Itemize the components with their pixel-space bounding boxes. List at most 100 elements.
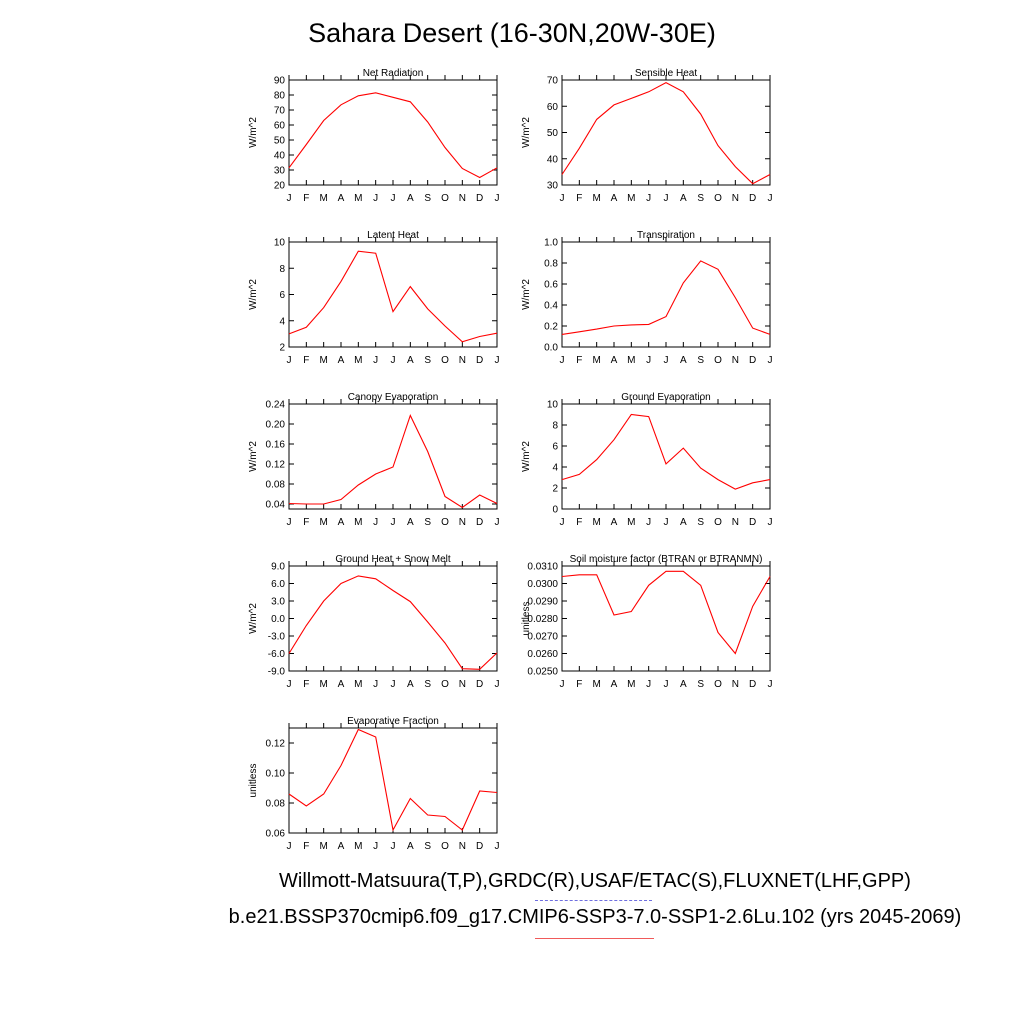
panel-title: Net Radiation — [363, 68, 424, 79]
x-tick-label: J — [560, 679, 565, 690]
x-tick-label: F — [303, 679, 309, 690]
x-tick-label: S — [424, 517, 431, 528]
plot-frame — [288, 79, 498, 186]
x-tick-label: N — [459, 679, 466, 690]
y-tick-label: -3.0 — [268, 632, 286, 643]
y-axis-label: W/m^2 — [248, 279, 259, 310]
panel-8: Soil moisture factor (BTRAN or BTRANMN) u… — [521, 554, 773, 690]
y-tick-label: 0.2 — [544, 322, 558, 333]
x-tick-label: J — [560, 517, 565, 528]
x-tick-label: M — [592, 355, 600, 366]
x-tick-label: N — [732, 355, 739, 366]
y-tick-label: 0.12 — [266, 739, 286, 750]
x-tick-label: O — [714, 679, 722, 690]
panel-title: Latent Heat — [367, 230, 419, 241]
x-tick-label: D — [749, 355, 756, 366]
x-tick-label: S — [697, 193, 704, 204]
x-tick-label: J — [495, 841, 500, 852]
y-tick-label: 0.12 — [266, 460, 286, 471]
y-tick-label: 8 — [552, 421, 558, 432]
y-tick-label: 4 — [552, 463, 558, 474]
y-tick-label: 0.0290 — [527, 597, 558, 608]
x-tick-label: A — [680, 355, 687, 366]
x-tick-label: M — [627, 679, 635, 690]
x-tick-label: M — [354, 517, 362, 528]
panel-title: Evaporative Fraction — [347, 716, 439, 727]
x-tick-label: N — [732, 193, 739, 204]
y-tick-label: 0.04 — [266, 500, 286, 511]
x-tick-label: O — [714, 355, 722, 366]
x-tick-label: D — [749, 517, 756, 528]
y-tick-label: 0.0 — [271, 614, 285, 625]
x-tick-label: J — [373, 841, 378, 852]
plot-frame — [288, 403, 498, 510]
x-tick-label: M — [354, 841, 362, 852]
x-tick-label: A — [611, 679, 618, 690]
x-tick-label: F — [576, 679, 582, 690]
y-axis-label: unitless — [521, 602, 532, 636]
x-tick-label: D — [749, 679, 756, 690]
y-tick-label: 6 — [279, 290, 285, 301]
x-tick-label: J — [373, 193, 378, 204]
x-tick-label: S — [424, 193, 431, 204]
x-tick-label: A — [680, 517, 687, 528]
y-tick-label: 3.0 — [271, 597, 285, 608]
y-tick-label: 60 — [547, 102, 559, 113]
x-tick-label: A — [338, 679, 345, 690]
x-tick-label: J — [768, 517, 773, 528]
y-tick-label: 0.10 — [266, 769, 286, 780]
y-tick-label: 0.08 — [266, 480, 286, 491]
series-line — [561, 81, 771, 185]
x-tick-label: J — [373, 517, 378, 528]
x-tick-label: A — [338, 193, 345, 204]
panel-title: Soil moisture factor (BTRAN or BTRANMN) — [570, 554, 763, 565]
x-tick-label: M — [592, 517, 600, 528]
y-axis-label: W/m^2 — [248, 603, 259, 634]
x-tick-label: J — [664, 193, 669, 204]
plot-frame — [561, 403, 771, 510]
y-tick-label: 50 — [274, 136, 286, 147]
x-tick-label: J — [646, 193, 651, 204]
x-tick-label: A — [611, 355, 618, 366]
y-tick-label: 50 — [547, 128, 559, 139]
x-tick-label: A — [338, 841, 345, 852]
y-axis-label: W/m^2 — [521, 117, 532, 148]
x-tick-label: N — [459, 193, 466, 204]
panel-title: Ground Heat + Snow Melt — [335, 554, 451, 565]
y-tick-label: 9.0 — [271, 562, 285, 573]
series-line — [288, 575, 498, 670]
y-tick-label: -6.0 — [268, 649, 286, 660]
x-tick-label: J — [664, 517, 669, 528]
x-tick-label: O — [441, 193, 449, 204]
x-tick-label: S — [424, 355, 431, 366]
x-tick-label: D — [476, 193, 483, 204]
x-tick-label: S — [424, 841, 431, 852]
y-tick-label: 0 — [552, 505, 558, 516]
x-tick-label: F — [576, 517, 582, 528]
y-axis-label: W/m^2 — [248, 117, 259, 148]
y-axis-label: unitless — [248, 764, 259, 798]
x-tick-label: J — [391, 841, 396, 852]
series-line — [288, 250, 498, 343]
y-tick-label: 1.0 — [544, 238, 558, 249]
x-tick-label: M — [319, 517, 327, 528]
x-tick-label: J — [287, 679, 292, 690]
y-tick-label: 0.0280 — [527, 614, 558, 625]
x-tick-label: M — [354, 679, 362, 690]
x-tick-label: J — [495, 193, 500, 204]
figure-title: Sahara Desert (16-30N,20W-30E) — [308, 18, 716, 48]
x-tick-label: J — [287, 841, 292, 852]
panel-title: Transpiration — [637, 230, 695, 241]
x-tick-label: M — [627, 193, 635, 204]
y-tick-label: 6 — [552, 442, 558, 453]
y-tick-label: 0.0 — [544, 343, 558, 354]
series-line — [288, 92, 498, 179]
series-line — [561, 570, 771, 655]
plot-frame — [288, 727, 498, 834]
x-tick-label: J — [495, 355, 500, 366]
y-tick-label: 0.0270 — [527, 632, 558, 643]
